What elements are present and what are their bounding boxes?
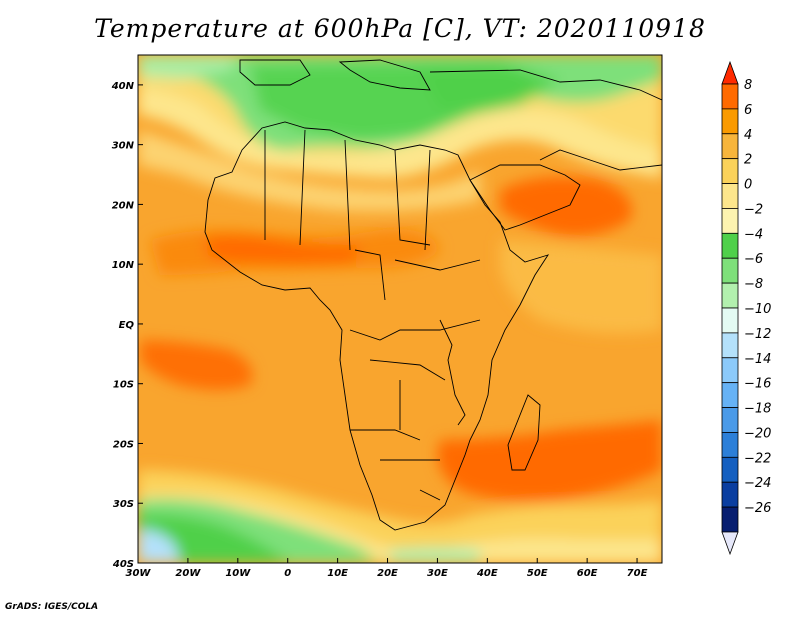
lat-tick-label: 20N: [112, 200, 135, 211]
colorbar-label: −24: [744, 476, 771, 491]
colorbar-swatch: [721, 232, 739, 259]
colorbar-swatch: [721, 357, 739, 384]
colorbar-label: −12: [744, 327, 771, 342]
colorbar-swatch: [721, 133, 739, 160]
colorbar-swatch: [721, 407, 739, 433]
coastlines: [204, 59, 662, 531]
colorbar-swatch: [721, 481, 739, 508]
colorbar-label: 0: [744, 178, 752, 193]
temperature-field: [138, 55, 662, 563]
colorbar-swatch: [721, 208, 739, 234]
colorbar-label: −16: [744, 377, 771, 392]
colorbar-label: 2: [744, 153, 752, 168]
colorbar-swatch: [721, 506, 739, 533]
lat-tick-label: 40S: [112, 559, 134, 570]
lat-tick-label: 20S: [113, 439, 134, 450]
colorbar-swatch: [721, 257, 739, 284]
lon-tick-label: 20W: [175, 568, 201, 579]
colorbar-max-arrow: [721, 60, 739, 85]
colorbar-label: −26: [744, 501, 771, 516]
colorbar: 8 6 4 2 0 −2 −4 −6 −8 −10 −12 −14 −16 −18 −20 −22 −24 −26: [721, 60, 771, 556]
lon-tick-label: 60E: [577, 568, 598, 579]
lon-tick-label: 30W: [126, 568, 152, 579]
colorbar-swatch: [721, 332, 739, 359]
colorbar-label: −2: [744, 202, 763, 217]
longitude-axis: 30W 20W 10W 0 10E 20E 30E 40E 50E 60E 70E: [126, 558, 648, 579]
colorbar-swatch: [721, 83, 739, 110]
lat-tick-label: 40N: [111, 81, 135, 92]
lon-tick-label: 20E: [377, 568, 398, 579]
lon-tick-label: 30E: [427, 568, 448, 579]
latitude-axis: 40N 30N 20N 10N EQ 10S 20S 30S 40S: [111, 81, 143, 570]
colorbar-swatch: [721, 108, 739, 135]
lon-tick-label: 10E: [327, 568, 348, 579]
colorbar-swatch: [721, 382, 739, 408]
lon-tick-label: 50E: [527, 568, 548, 579]
colorbar-label: 4: [744, 128, 752, 143]
lon-tick-label: 10W: [225, 568, 251, 579]
colorbar-label: −14: [744, 352, 771, 367]
colorbar-label: −6: [744, 252, 763, 267]
plot-frame: [137, 54, 663, 564]
colorbar-label: −18: [744, 402, 771, 417]
footer-credit: GrADS: IGES/COLA: [5, 602, 99, 612]
colorbar-swatch: [721, 183, 739, 209]
lon-tick-label: 40E: [476, 568, 498, 579]
colorbar-label: −10: [744, 302, 771, 317]
colorbar-swatch: [721, 282, 739, 309]
lat-tick-label: EQ: [119, 320, 135, 331]
colorbar-swatch: [721, 307, 739, 334]
lat-tick-label: 10N: [112, 260, 135, 271]
colorbar-label: 8: [744, 78, 752, 93]
colorbar-label: −4: [744, 227, 763, 242]
colorbar-label: −20: [744, 426, 771, 441]
colorbar-swatch: [721, 158, 739, 184]
lon-tick-label: 0: [284, 568, 291, 579]
chart-title: Temperature at 600hPa [C], VT: 202011091…: [94, 14, 706, 43]
colorbar-min-arrow: [721, 531, 739, 556]
lat-tick-label: 30N: [112, 141, 135, 152]
colorbar-swatch: [721, 456, 739, 483]
colorbar-label: −22: [744, 451, 771, 466]
colorbar-label: −8: [744, 277, 763, 292]
lat-tick-label: 10S: [113, 380, 134, 391]
lat-tick-label: 30S: [113, 499, 134, 510]
lon-tick-label: 70E: [627, 568, 648, 579]
colorbar-swatch: [721, 432, 739, 458]
colorbar-label: 6: [744, 103, 752, 118]
